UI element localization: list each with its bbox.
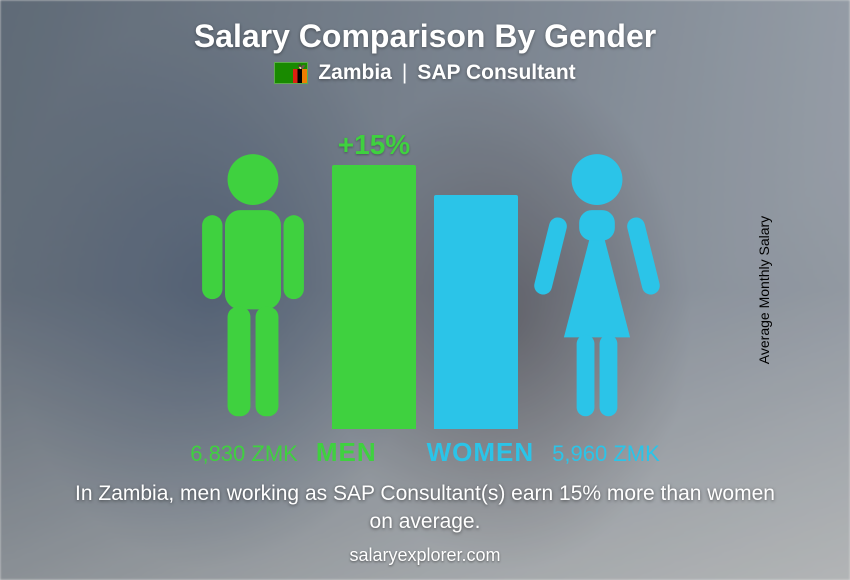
women-bar: [434, 195, 518, 429]
y-axis-label: Average Monthly Salary: [756, 216, 772, 364]
women-bar-wrap: [434, 129, 518, 429]
separator: |: [402, 61, 407, 85]
chart-area: +15%: [105, 99, 745, 429]
difference-label: +15%: [338, 129, 410, 161]
description-text: In Zambia, men working as SAP Consultant…: [65, 480, 785, 537]
women-label: WOMEN: [427, 437, 535, 468]
men-salary: 6,830 ZMK: [190, 441, 298, 467]
source-credit: salaryexplorer.com: [349, 545, 500, 566]
main-title: Salary Comparison By Gender: [194, 18, 656, 55]
female-figure-icon: [532, 149, 662, 429]
women-salary: 5,960 ZMK: [552, 441, 660, 467]
job-title: SAP Consultant: [417, 61, 575, 85]
men-label: MEN: [316, 437, 377, 468]
men-bar-wrap: +15%: [332, 129, 416, 429]
male-figure-icon: [188, 149, 318, 429]
women-side: [434, 129, 662, 429]
subtitle-row: 🦅 Zambia | SAP Consultant: [274, 61, 575, 85]
labels-row: 6,830 ZMK MEN WOMEN 5,960 ZMK: [105, 437, 745, 468]
infographic-container: Salary Comparison By Gender 🦅 Zambia | S…: [0, 0, 850, 580]
country-name: Zambia: [318, 61, 392, 85]
men-side: +15%: [188, 129, 416, 429]
men-bar: [332, 165, 416, 429]
zambia-flag-icon: 🦅: [274, 62, 308, 84]
flag-eagle-icon: 🦅: [298, 64, 307, 72]
